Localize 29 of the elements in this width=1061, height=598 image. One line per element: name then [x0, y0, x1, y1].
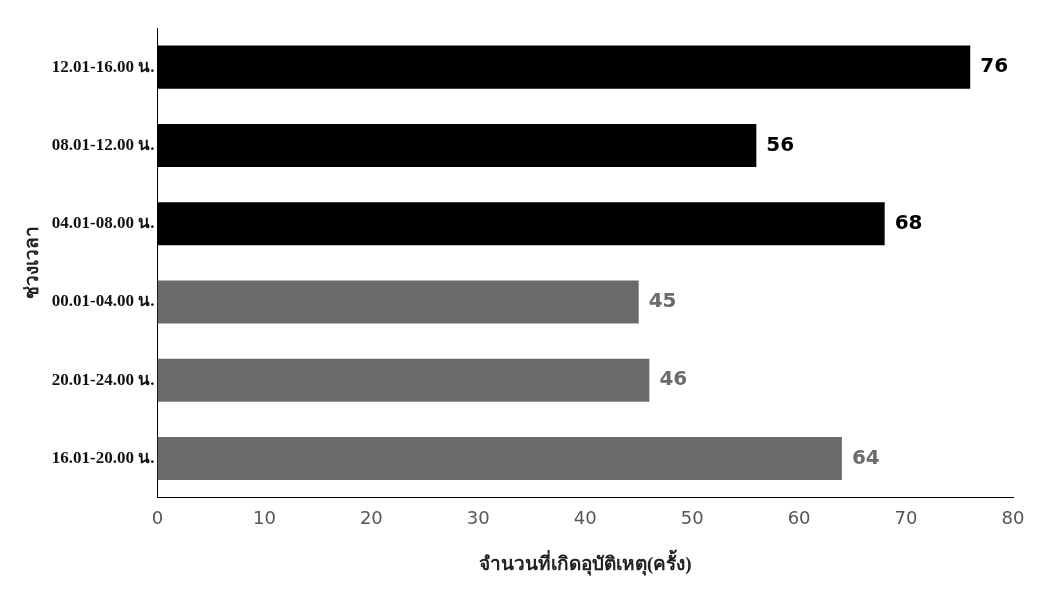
bar [157, 280, 639, 324]
bar [157, 436, 842, 480]
bar [157, 45, 971, 89]
x-axis-title: จำนวนที่เกิดอุบัติเหตุ(ครั้ง) [478, 548, 692, 576]
x-tick-label: 30 [466, 507, 490, 529]
data-label: 46 [659, 366, 688, 391]
bar [157, 202, 885, 246]
y-tick-label: 20.01-24.00 น. [51, 369, 155, 389]
x-tick-label: 60 [787, 507, 811, 529]
x-tick-label: 50 [680, 507, 704, 529]
x-tick-label: 0 [151, 507, 164, 529]
bar [157, 358, 650, 402]
y-tick-label: 16.01-20.00 น. [51, 447, 155, 467]
bar [157, 123, 757, 167]
data-label: 45 [648, 288, 677, 313]
y-tick-label: 08.01-12.00 น. [51, 134, 155, 154]
data-label: 68 [894, 209, 923, 234]
x-tick-label: 10 [252, 507, 276, 529]
x-tick-label: 80 [1001, 507, 1025, 529]
y-tick-label: 12.01-16.00 น. [51, 56, 155, 76]
data-label: 56 [766, 131, 795, 156]
y-axis-title: ช่วงเวลา [21, 226, 43, 300]
data-label: 64 [851, 444, 880, 469]
x-tick-label: 40 [573, 507, 597, 529]
data-label: 76 [980, 53, 1009, 78]
y-tick-label: 04.01-08.00 น. [51, 213, 155, 233]
x-tick-label: 20 [359, 507, 383, 529]
y-tick-label: 00.01-04.00 น. [51, 291, 155, 311]
x-tick-label: 70 [894, 507, 918, 529]
